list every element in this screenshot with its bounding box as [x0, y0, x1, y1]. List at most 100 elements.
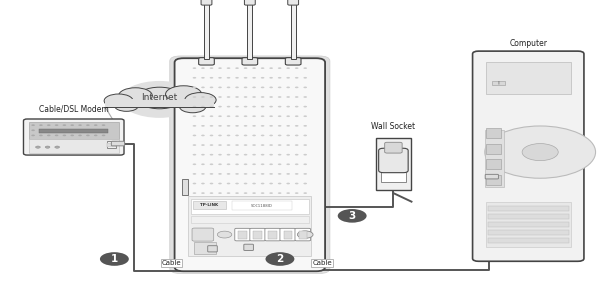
Circle shape: [218, 135, 222, 136]
Circle shape: [269, 154, 273, 156]
Circle shape: [209, 67, 213, 69]
Circle shape: [63, 124, 66, 126]
Circle shape: [218, 115, 222, 117]
FancyBboxPatch shape: [235, 228, 250, 241]
Circle shape: [201, 125, 205, 127]
Bar: [486, 175, 501, 185]
Circle shape: [100, 252, 129, 266]
Bar: [105, 99, 214, 108]
Circle shape: [269, 106, 273, 107]
Circle shape: [201, 183, 205, 184]
FancyBboxPatch shape: [201, 0, 212, 5]
Circle shape: [303, 173, 307, 175]
FancyBboxPatch shape: [265, 228, 281, 241]
FancyBboxPatch shape: [280, 228, 296, 241]
Circle shape: [31, 124, 35, 126]
FancyBboxPatch shape: [473, 51, 584, 261]
Circle shape: [295, 87, 299, 88]
Circle shape: [261, 77, 264, 79]
Circle shape: [295, 106, 299, 107]
Circle shape: [209, 163, 213, 165]
Circle shape: [261, 144, 264, 146]
Circle shape: [252, 67, 256, 69]
Circle shape: [166, 86, 202, 103]
Circle shape: [102, 130, 105, 131]
FancyBboxPatch shape: [244, 244, 253, 250]
Circle shape: [261, 163, 264, 165]
Circle shape: [218, 163, 222, 165]
Bar: [486, 202, 571, 247]
Bar: [232, 201, 292, 210]
Circle shape: [287, 87, 290, 88]
Circle shape: [295, 183, 299, 184]
Circle shape: [303, 115, 307, 117]
Text: 1: 1: [111, 254, 118, 264]
Circle shape: [94, 130, 98, 131]
Circle shape: [244, 135, 247, 136]
Circle shape: [218, 87, 222, 88]
Circle shape: [86, 130, 90, 131]
Circle shape: [278, 135, 282, 136]
Circle shape: [261, 67, 264, 69]
Circle shape: [287, 173, 290, 175]
Circle shape: [269, 77, 273, 79]
Bar: [238, 231, 247, 239]
Circle shape: [295, 144, 299, 146]
Circle shape: [244, 154, 247, 156]
Circle shape: [201, 87, 205, 88]
Circle shape: [209, 115, 213, 117]
Circle shape: [287, 154, 290, 156]
Circle shape: [244, 106, 247, 107]
Circle shape: [63, 135, 66, 136]
Circle shape: [227, 125, 231, 127]
Circle shape: [218, 125, 222, 127]
Circle shape: [193, 173, 196, 175]
Circle shape: [295, 125, 299, 127]
Bar: [486, 128, 501, 138]
Circle shape: [522, 144, 558, 161]
Bar: [284, 231, 292, 239]
Circle shape: [218, 106, 222, 107]
Circle shape: [227, 67, 231, 69]
Circle shape: [47, 135, 51, 136]
Circle shape: [235, 183, 239, 184]
Circle shape: [303, 67, 307, 69]
Circle shape: [252, 154, 256, 156]
Circle shape: [55, 135, 58, 136]
Circle shape: [114, 100, 138, 111]
Circle shape: [70, 130, 74, 131]
Circle shape: [303, 183, 307, 184]
Circle shape: [252, 173, 256, 175]
Circle shape: [295, 163, 299, 165]
Circle shape: [278, 96, 282, 98]
Circle shape: [244, 96, 247, 98]
Bar: [299, 231, 307, 239]
Bar: [107, 141, 116, 148]
Circle shape: [244, 77, 247, 79]
Circle shape: [287, 135, 290, 136]
Circle shape: [193, 77, 196, 79]
Circle shape: [70, 135, 74, 136]
FancyBboxPatch shape: [199, 58, 214, 65]
Circle shape: [39, 135, 43, 136]
Circle shape: [244, 144, 247, 146]
Circle shape: [303, 87, 307, 88]
Circle shape: [218, 67, 222, 69]
Circle shape: [201, 96, 205, 98]
Circle shape: [287, 96, 290, 98]
Circle shape: [193, 144, 196, 146]
Circle shape: [252, 77, 256, 79]
Circle shape: [227, 192, 231, 194]
Circle shape: [278, 67, 282, 69]
Circle shape: [278, 106, 282, 107]
Circle shape: [278, 192, 282, 194]
Circle shape: [193, 135, 196, 136]
Bar: [29, 139, 119, 153]
Circle shape: [201, 115, 205, 117]
Text: Computer: Computer: [509, 39, 547, 48]
Circle shape: [31, 130, 35, 131]
Circle shape: [227, 77, 231, 79]
Circle shape: [78, 124, 82, 126]
Bar: [247, 2, 252, 59]
Circle shape: [94, 135, 98, 136]
